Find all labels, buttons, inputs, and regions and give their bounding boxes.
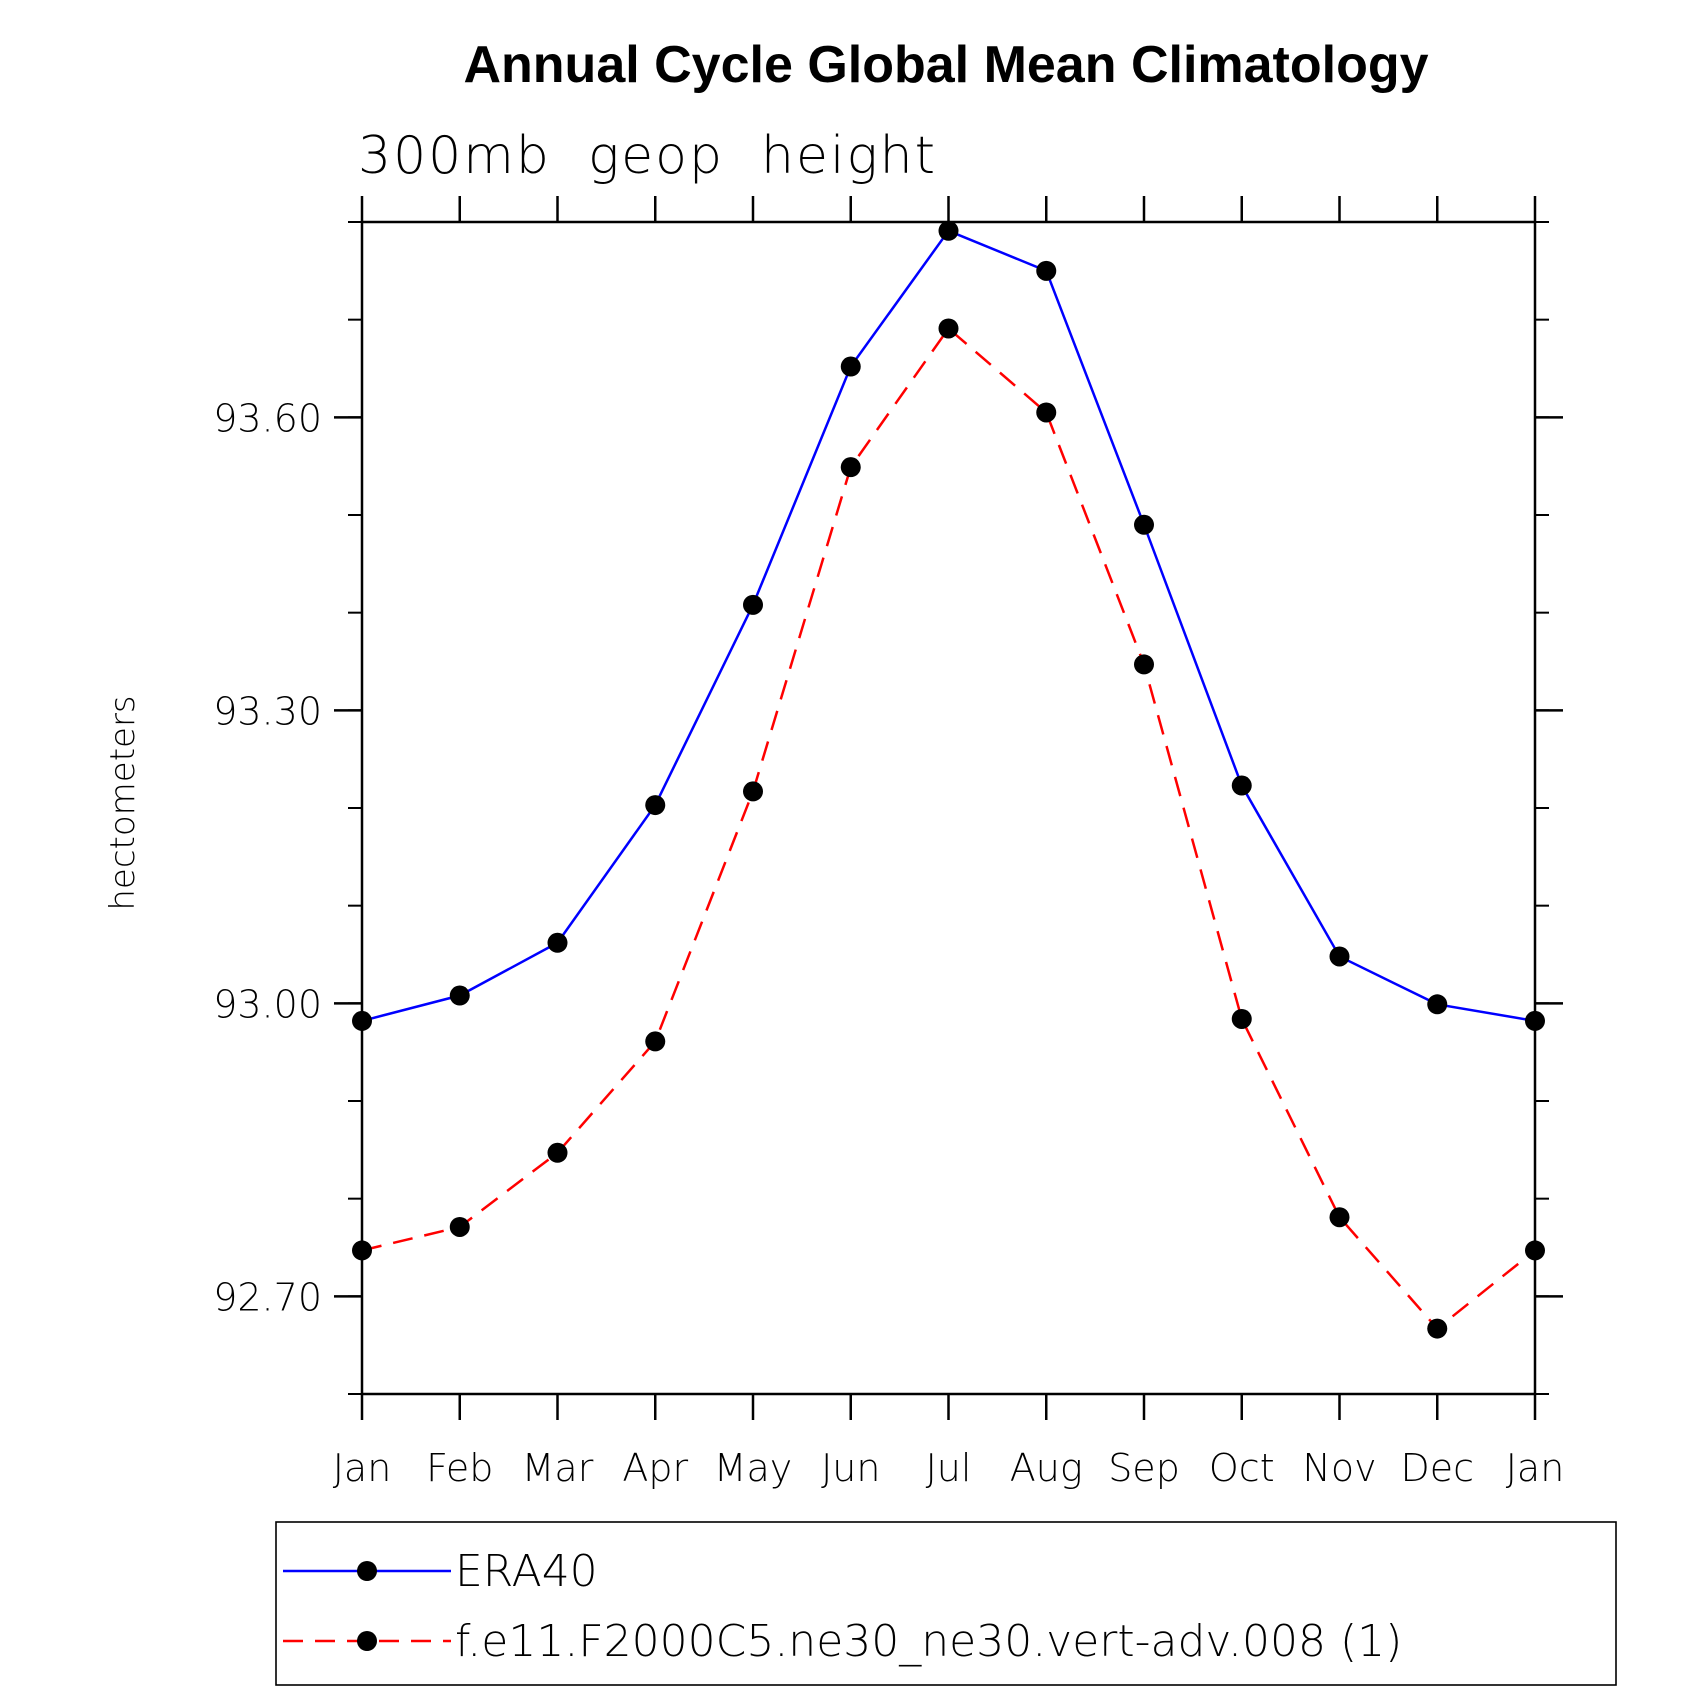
series-line-1: [361, 326, 1536, 1331]
series-line-0: [361, 229, 1536, 1023]
x-tick-label: Dec: [1400, 1446, 1474, 1490]
data-point-series-0: [449, 985, 470, 1006]
axis-ticks: [334, 196, 1563, 1420]
series-layer: [352, 220, 1545, 1339]
data-point-series-1: [352, 1240, 372, 1261]
data-point-series-1: [1329, 1207, 1350, 1228]
x-tick-label: Jan: [1506, 1446, 1565, 1490]
x-tick-label: Mar: [522, 1446, 594, 1490]
data-point-series-1: [1231, 1008, 1252, 1029]
data-point-series-1: [449, 1216, 470, 1237]
data-point-series-0: [938, 220, 959, 241]
x-tick-label: Jun: [821, 1446, 880, 1490]
data-point-series-1: [743, 781, 763, 802]
data-point-series-1: [645, 1031, 666, 1052]
data-point-series-1: [1427, 1318, 1448, 1339]
x-tick-label: Aug: [1010, 1446, 1083, 1490]
data-point-series-0: [645, 795, 666, 816]
x-tick-label: Jul: [926, 1446, 972, 1490]
y-tick-label: 93.30: [213, 689, 322, 733]
data-point-series-0: [1525, 1010, 1545, 1031]
data-point-series-1: [938, 318, 959, 339]
x-tick-label: Feb: [426, 1446, 493, 1490]
plot-frame: [360, 220, 1537, 1396]
y-tick-label: 92.70: [213, 1275, 322, 1319]
data-point-series-0: [352, 1010, 372, 1031]
data-point-series-0: [1134, 514, 1154, 535]
legend: ERA40 f.e11.F2000C5.ne30_ne30.vert-adv.0…: [275, 1521, 1617, 1686]
data-point-series-0: [1427, 994, 1448, 1015]
data-point-series-0: [1329, 946, 1350, 967]
y-tick-label: 93.60: [213, 396, 322, 440]
x-tick-label: Apr: [622, 1446, 688, 1490]
x-tick-label: Sep: [1108, 1446, 1180, 1490]
legend-marker-era40: [357, 1561, 377, 1581]
x-tick-label: Jan: [333, 1446, 392, 1490]
legend-label-model: f.e11.F2000C5.ne30_ne30.vert-adv.008 (1): [455, 1616, 1402, 1667]
data-point-series-1: [1036, 402, 1057, 423]
data-point-series-0: [1231, 775, 1252, 796]
data-point-series-0: [547, 932, 568, 953]
y-tick-label: 93.00: [213, 982, 322, 1026]
data-point-series-1: [1134, 654, 1154, 675]
x-tick-label: Nov: [1302, 1446, 1376, 1490]
y-axis-label: hectometers: [103, 695, 143, 910]
data-point-series-0: [743, 594, 763, 615]
x-tick-label: May: [714, 1446, 793, 1490]
legend-label-era40: ERA40: [455, 1546, 598, 1597]
legend-box: [275, 1521, 1617, 1686]
data-point-series-1: [1525, 1240, 1545, 1261]
data-point-series-1: [547, 1142, 568, 1163]
x-tick-labels: Jan Feb Mar Apr May Jun Jul Aug Sep Oct Nov Dec Jan: [333, 1446, 1565, 1490]
data-point-series-0: [1036, 260, 1057, 281]
legend-marker-model: [357, 1631, 377, 1651]
data-point-series-0: [840, 356, 861, 377]
chart-title: Annual Cycle Global Mean Climatology: [463, 36, 1428, 94]
chart-subtitle: 300mb geop height: [358, 126, 937, 186]
data-point-series-1: [840, 457, 861, 478]
x-tick-label: Oct: [1209, 1446, 1275, 1490]
y-tick-labels: 92.70 93.00 93.30 93.60: [213, 396, 322, 1319]
